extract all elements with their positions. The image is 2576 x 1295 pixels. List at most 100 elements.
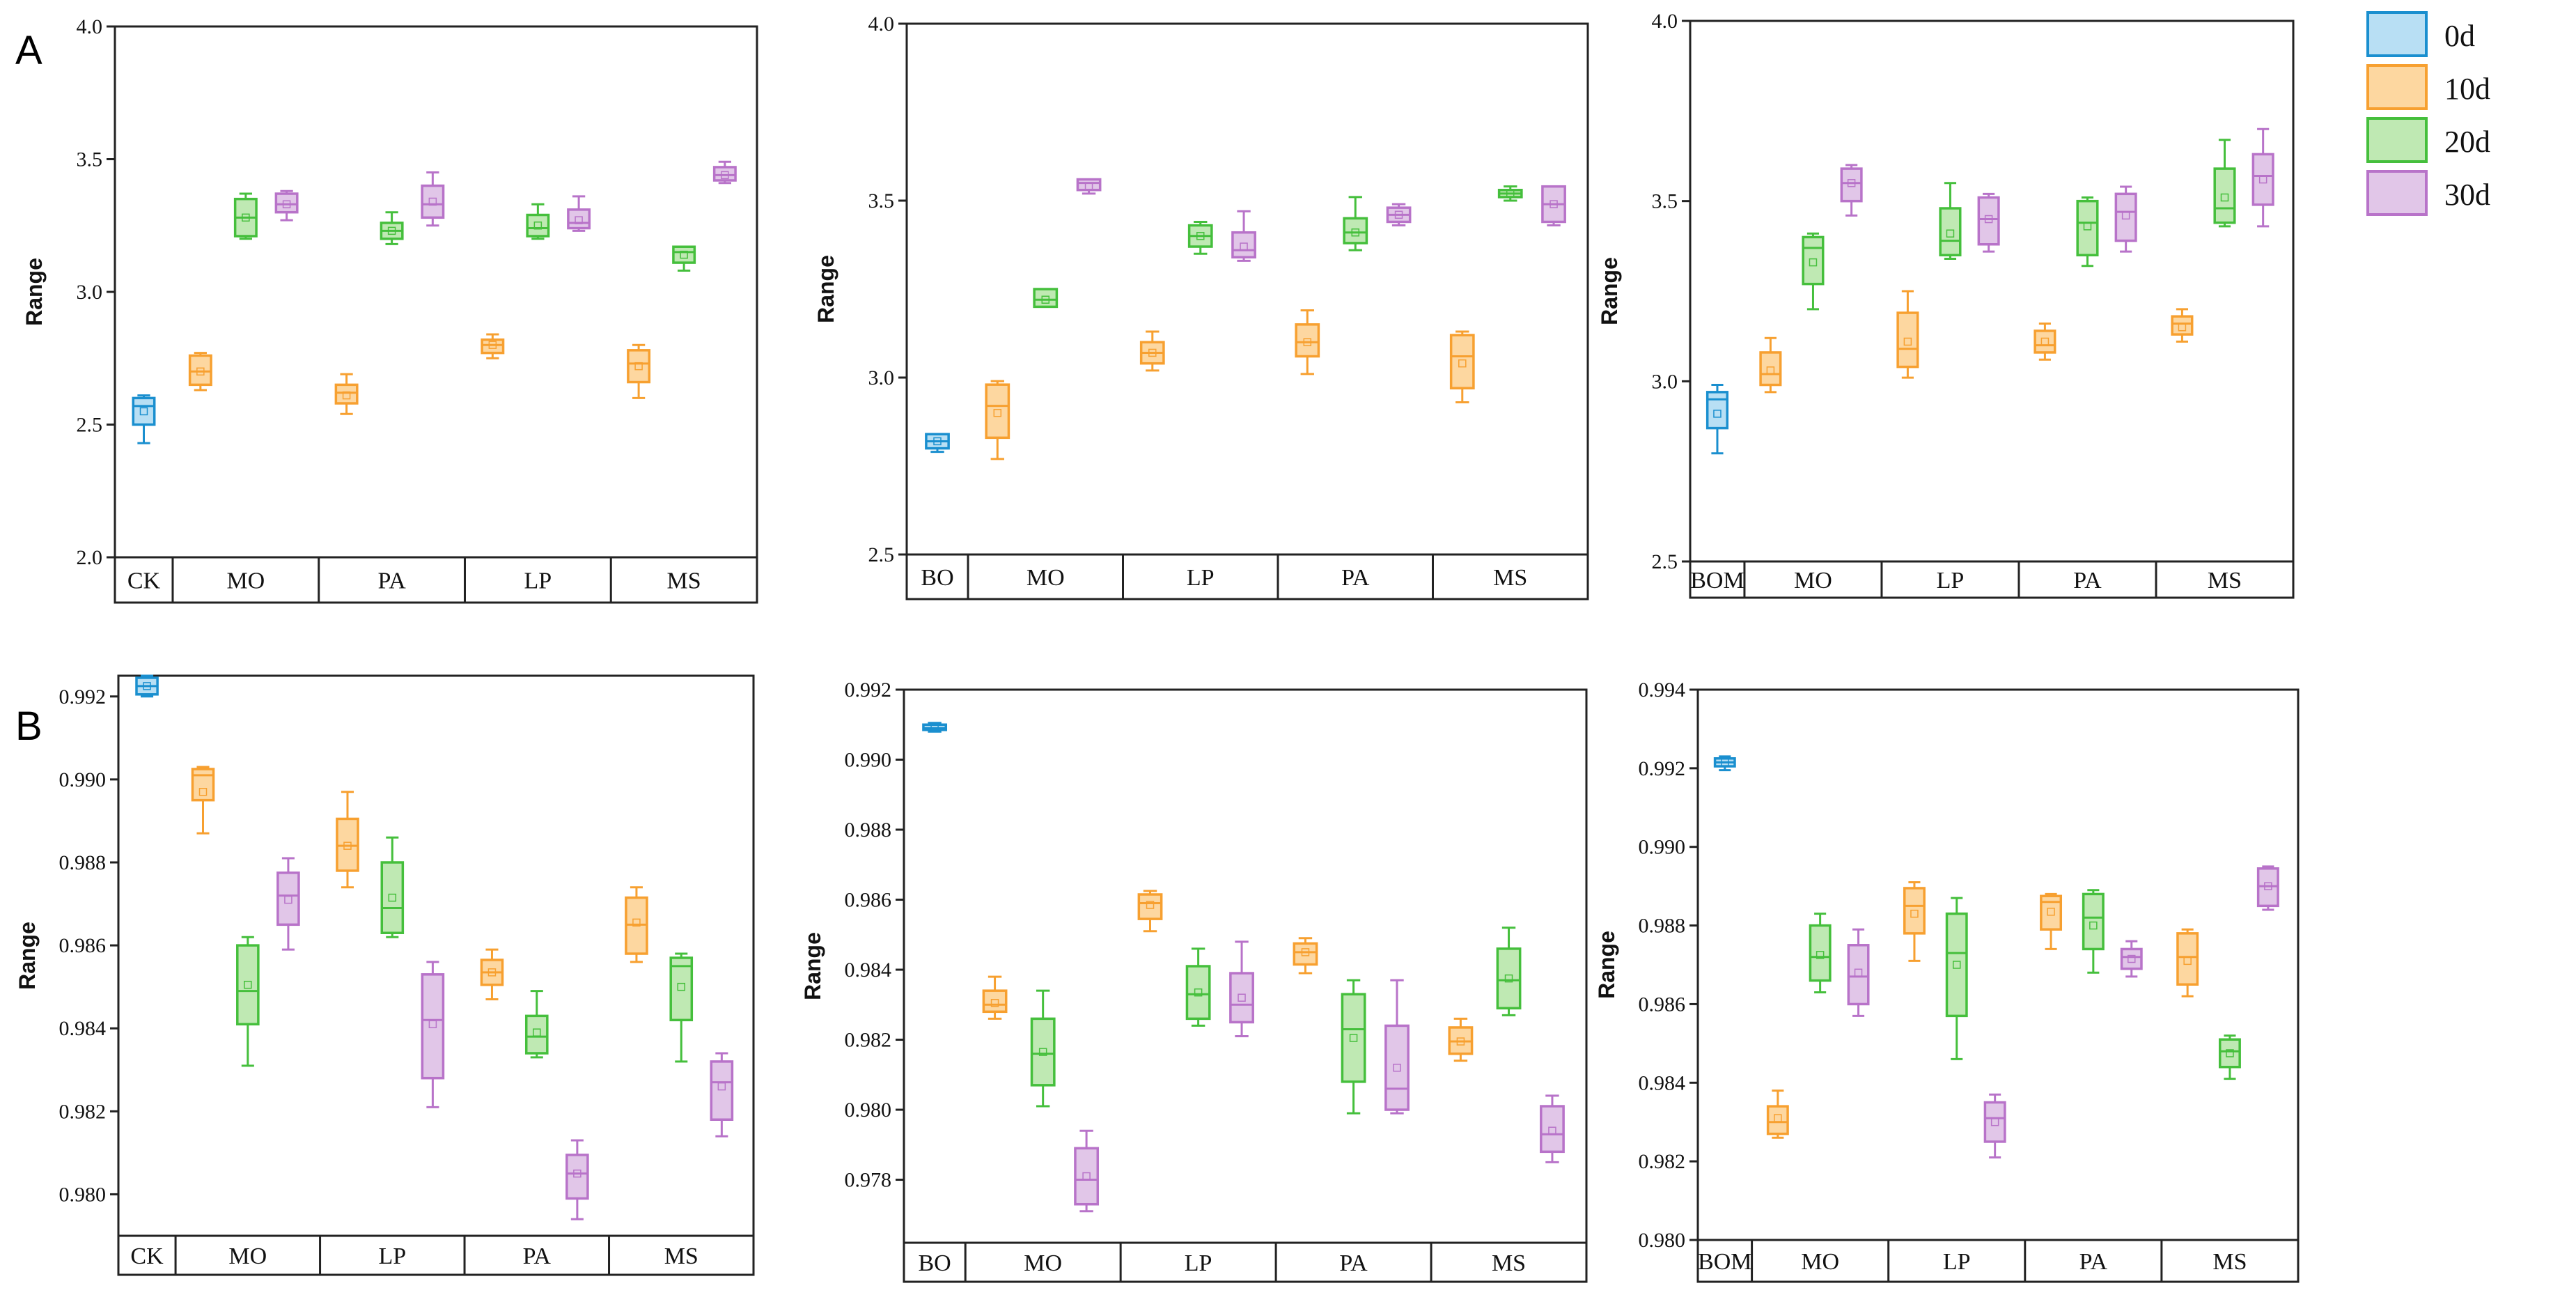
y-tick-label: 2.0 <box>77 546 103 569</box>
mean-marker <box>1721 758 1729 767</box>
mean-marker <box>677 982 686 991</box>
y-tick-label: 0.990 <box>1639 836 1686 859</box>
box-PA-10d <box>1293 937 1318 975</box>
box-iqr <box>2251 153 2274 206</box>
box-iqr <box>1759 351 1782 387</box>
box-MO-10d <box>1759 336 1782 394</box>
chart-6: 0.980 0.982 0.984 0.986 0.988 0.990 0.992 0.994… <box>1594 678 2300 1283</box>
y-tick-label: 0.980 <box>845 1099 892 1122</box>
y-tick-label: 3.5 <box>868 189 895 212</box>
mean-marker <box>387 226 396 235</box>
legend-label-10d: 10d <box>2444 72 2490 106</box>
group-label: PA <box>1341 565 1370 591</box>
group-label: BO <box>921 565 953 591</box>
y-axis-label: Range <box>1597 257 1622 325</box>
mean-marker <box>1394 210 1403 219</box>
mean-marker <box>1809 258 1818 267</box>
box-iqr <box>1977 196 2000 246</box>
group-label: LP <box>378 1243 406 1269</box>
group-strip <box>1696 1239 2300 1283</box>
group-label: MO <box>1027 565 1065 591</box>
charts-container: 2.0 2.5 3.0 3.5 4.0 Range CK MO PA LP MS 2.5 3.0 3.5 4… <box>15 10 2300 1283</box>
mean-marker <box>1549 200 1558 208</box>
mean-marker <box>2121 211 2130 220</box>
box-iqr <box>1076 178 1102 192</box>
group-label: LP <box>1185 1250 1212 1276</box>
mean-marker <box>388 893 397 902</box>
mean-marker <box>1351 228 1360 237</box>
box-iqr <box>1945 912 1968 1018</box>
mean-marker <box>533 222 542 230</box>
group-strip <box>114 556 758 604</box>
mean-marker <box>1952 961 1961 969</box>
box-iqr <box>1847 944 1870 1006</box>
box-iqr <box>669 956 694 1022</box>
mean-marker <box>2258 175 2267 184</box>
box-MO-10d <box>982 975 1008 1020</box>
mean-marker <box>1301 948 1310 956</box>
box-PA-20d <box>2076 196 2099 267</box>
box-iqr <box>1540 1105 1565 1154</box>
box-LP-30d <box>1977 192 2000 253</box>
chart-2: 2.5 3.0 3.5 4.0 Range BO MO LP PA MS <box>813 13 1589 600</box>
box-CK-0d <box>135 674 159 698</box>
box-iqr <box>421 184 445 219</box>
box-iqr <box>1229 972 1254 1024</box>
mean-marker <box>487 968 497 977</box>
box-iqr <box>1766 1105 1789 1135</box>
box-iqr <box>1449 334 1475 389</box>
box-MS-10d <box>2171 308 2194 343</box>
group-label: MO <box>1801 1249 1839 1275</box>
box-iqr <box>524 1014 549 1055</box>
box-iqr <box>1231 231 1256 259</box>
box-iqr <box>1137 893 1163 920</box>
box-iqr <box>274 192 299 214</box>
box-MS-30d <box>2251 127 2274 228</box>
mean-marker <box>342 391 351 400</box>
y-tick-label: 3.5 <box>77 148 103 171</box>
mean-marker <box>428 1020 437 1029</box>
y-tick-label: 0.994 <box>1639 678 1686 701</box>
y-tick-label: 3.0 <box>868 366 895 389</box>
mean-marker <box>533 1028 541 1037</box>
box-MS-20d <box>669 952 694 1063</box>
box-PA-20d <box>380 211 404 245</box>
box-iqr <box>567 208 591 230</box>
group-label: BO <box>918 1250 951 1276</box>
plot-frame <box>905 22 1589 556</box>
mean-marker <box>1548 1126 1556 1135</box>
y-tick-label: 0.984 <box>59 1017 107 1040</box>
mean-marker <box>632 918 641 927</box>
group-label: MS <box>667 568 701 594</box>
y-tick-label: 0.986 <box>1639 993 1686 1016</box>
box-MO-30d <box>1076 178 1102 195</box>
box-PA-30d <box>2114 185 2137 253</box>
y-tick-label: 0.986 <box>845 889 892 912</box>
box-PA-10d <box>1295 309 1320 375</box>
mean-marker <box>1903 337 1912 346</box>
group-label: BOM <box>1698 1249 1751 1275</box>
plot-frame <box>903 688 1588 1244</box>
box-LP-20d <box>1939 182 1962 260</box>
mean-marker <box>282 200 291 209</box>
box-iqr <box>2034 329 2056 354</box>
mean-marker <box>2183 956 2192 966</box>
mean-marker <box>2089 921 2098 930</box>
legend-label-0d: 0d <box>2444 19 2475 53</box>
legend-swatch-10d <box>2366 64 2428 110</box>
y-axis-label: Range <box>15 922 40 990</box>
box-MO-30d <box>1847 928 1870 1017</box>
mean-marker <box>1238 993 1246 1002</box>
mean-marker <box>139 407 148 416</box>
group-strip <box>1689 560 2295 599</box>
box-iqr <box>1939 207 1962 257</box>
group-label: BOM <box>1690 568 1744 594</box>
box-iqr <box>1030 1017 1056 1087</box>
box-LP-20d <box>1187 220 1213 255</box>
box-PA-30d <box>2120 940 2143 978</box>
box-iqr <box>188 354 212 387</box>
legend-swatch-20d <box>2366 117 2428 163</box>
mean-marker <box>680 250 688 259</box>
box-PA-20d <box>1341 979 1366 1115</box>
